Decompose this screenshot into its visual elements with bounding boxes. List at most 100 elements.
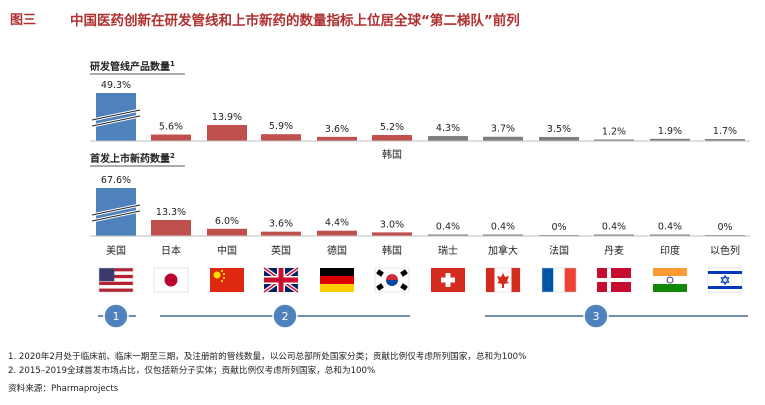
cn-flag-icon-star [213, 271, 221, 279]
bar-p1-9 [594, 139, 634, 141]
category-label-9: 丹麦 [604, 245, 624, 257]
data-label-p1-2: 13.9% [212, 112, 242, 123]
data-label-p2-9: 0.4% [602, 222, 626, 233]
data-label-p2-7: 0.4% [491, 222, 515, 233]
bar-p2-9 [594, 234, 634, 236]
category-label-0: 美国 [106, 244, 126, 257]
bar-p2-3 [261, 231, 301, 236]
data-label-p1-1: 5.6% [159, 122, 183, 133]
in-flag-icon-white [653, 276, 687, 284]
bar-p1-4 [317, 136, 357, 141]
us-flag-icon-stripe [99, 288, 133, 292]
us-flag-icon [98, 267, 134, 293]
category-label-8: 法国 [549, 244, 569, 257]
kr-flag-icon-yin [386, 274, 398, 280]
ca-flag-icon-band [486, 268, 495, 292]
data-label-p1-3: 5.9% [269, 121, 293, 132]
category-label-5: 韩国 [382, 244, 402, 257]
cn-flag-icon-small-star [220, 269, 224, 273]
il-flag-icon-stripe [708, 271, 742, 274]
us-flag-icon-stripe [99, 281, 133, 286]
cn-flag-icon-small-star [222, 272, 226, 276]
cn-flag-icon-small-star [222, 276, 226, 280]
bar-p1-6 [428, 136, 468, 141]
de-flag-icon-gold [320, 284, 354, 292]
in-flag-icon-wheel [666, 276, 674, 284]
bar-p2-1 [151, 220, 191, 236]
source-note: 资料来源：Pharmaprojects [8, 384, 119, 394]
kr-flag-icon-trigram [376, 283, 384, 291]
data-label-p1-8: 3.5% [547, 124, 571, 135]
bar-p1-5 [372, 135, 412, 141]
figure-label: 图三 [10, 13, 37, 28]
data-label-p1-10: 1.9% [658, 126, 682, 137]
fr-flag-icon [542, 268, 554, 292]
bar-p1-1 [151, 134, 191, 141]
ca-flag-icon-band [511, 268, 520, 292]
data-label-p1-7: 3.7% [491, 124, 515, 135]
us-flag-icon-stripe [99, 274, 133, 279]
axis-break-p1-0 [91, 109, 141, 121]
bar-p1-7 [483, 136, 523, 141]
ca-flag-icon-leaf [497, 273, 509, 288]
fr-flag-icon-white [553, 268, 565, 292]
bar-p2-6 [428, 234, 468, 236]
category-label-11: 以色列 [710, 244, 740, 257]
us-flag-icon-stripe [99, 285, 133, 289]
tier-label-3: 3 [593, 310, 600, 323]
bar-p2-10 [650, 234, 690, 236]
category-label-6: 瑞士 [438, 244, 458, 257]
in-flag-icon [653, 268, 687, 276]
bar-p1-11 [705, 139, 745, 141]
data-label-p2-10: 0.4% [658, 222, 682, 233]
data-label-p1-0: 49.3% [101, 80, 131, 91]
axis-break-p2-0 [91, 204, 141, 216]
data-label-p2-8: 0% [551, 222, 566, 233]
jp-flag-icon-disc [164, 273, 178, 287]
in-flag-icon-green [653, 284, 687, 292]
data-label-p2-6: 0.4% [436, 222, 460, 233]
category-label-1: 日本 [161, 244, 181, 257]
category-label-10: 印度 [660, 244, 680, 257]
ch-flag-icon-cross [441, 277, 455, 283]
us-flag-icon-stripe [99, 271, 133, 275]
data-label-p2-3: 3.6% [269, 219, 293, 230]
data-label-p2-0: 67.6% [101, 175, 131, 186]
footnote-1: 1. 2020年2月处于临床前、临床一期至三期，及注册前的管线数量，以公司总部所… [8, 352, 527, 362]
tier-label-1: 1 [113, 310, 120, 323]
tier-marker-1 [103, 303, 129, 329]
bar-p2-5 [372, 232, 412, 236]
data-label-p2-5: 3.0% [380, 219, 404, 230]
data-label-p1-5: 5.2% [380, 122, 404, 133]
kr-flag-icon-yang [386, 280, 398, 286]
figure-title: 中国医药创新在研发管线和上市新药的数量指标上位居全球“第二梯队”前列 [70, 13, 520, 29]
kr-flag-icon-trigram [400, 283, 408, 291]
data-label-p1-4: 3.6% [325, 124, 349, 135]
data-label-p2-4: 4.4% [325, 218, 349, 229]
kr-flag-icon-trigram [400, 269, 408, 277]
us-flag-icon-canton [99, 268, 115, 282]
footnotes: 1. 2020年2月处于临床前、临床一期至三期，及注册前的管线数量，以公司总部所… [8, 350, 526, 396]
annotation-text: 韩国 [382, 148, 402, 161]
de-flag-icon [320, 268, 354, 276]
de-flag-icon-red [320, 276, 354, 284]
panel-title-1: 研发管线产品数量1 [90, 60, 175, 73]
bar-p1-3 [261, 134, 301, 141]
tier-marker-2 [272, 303, 298, 329]
footnote-2: 2. 2015–2019全球首发市场占比，仅包括新分子实体；贡献比例仅考虑所列国… [8, 366, 376, 376]
panel-title-2: 首发上市新药数量2 [90, 152, 175, 165]
bar-p1-8 [539, 136, 579, 141]
category-label-3: 英国 [271, 244, 291, 257]
axis-break-p1-1 [91, 115, 141, 127]
category-label-4: 德国 [327, 244, 347, 257]
category-label-7: 加拿大 [488, 244, 518, 257]
dk-flag-icon-cross [597, 278, 631, 282]
data-label-p2-11: 0% [717, 222, 732, 233]
bar-p2-7 [483, 234, 523, 236]
gb-flag-icon-cross-red [264, 277, 298, 283]
il-flag-icon-star [720, 274, 730, 283]
data-label-p2-1: 13.3% [156, 207, 186, 218]
fr-flag-icon-border [541, 267, 577, 293]
bar-p1-2 [207, 125, 247, 141]
chart-area: 研发管线产品数量1 49.3% 5.6% 13.9% 5.9% 3.6% 5.2% 4.3% 3… [90, 60, 750, 329]
